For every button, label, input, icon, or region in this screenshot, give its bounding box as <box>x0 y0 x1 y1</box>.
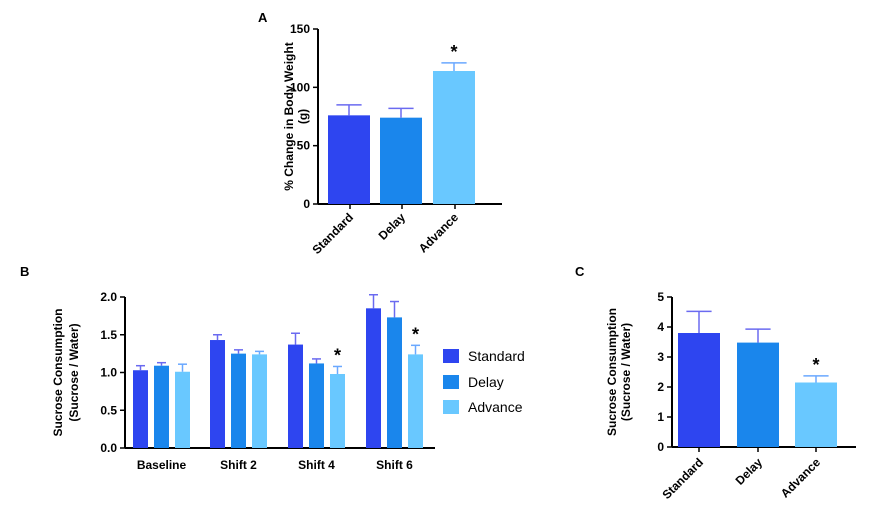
bar <box>433 71 475 204</box>
y-axis-label: (Sucrose / Water) <box>619 323 633 421</box>
bar <box>133 370 148 448</box>
x-category-label: Advance <box>778 455 824 501</box>
bar <box>288 344 303 448</box>
legend-label: Delay <box>468 374 504 390</box>
y-axis-label: Sucrose Consumption <box>605 308 619 436</box>
y-tick-label: 100 <box>290 80 310 94</box>
significance-marker: * <box>450 42 457 62</box>
y-tick-label: 1.5 <box>100 328 117 342</box>
panel-letter-b: B <box>20 264 29 279</box>
y-tick-label: 0.5 <box>100 403 117 417</box>
y-axis-label: Sucrose Consumption <box>51 308 65 436</box>
y-tick-label: 2 <box>657 380 664 394</box>
y-tick-label: 3 <box>657 350 664 364</box>
y-tick-label: 0.0 <box>100 441 117 455</box>
y-tick-label: 5 <box>657 290 664 304</box>
bar <box>231 353 246 448</box>
bar <box>154 365 169 448</box>
bar <box>210 340 225 448</box>
legend-label: Advance <box>468 399 523 415</box>
bar <box>737 342 779 447</box>
x-category-label: Baseline <box>137 458 187 472</box>
bar <box>387 317 402 448</box>
y-tick-label: 0 <box>303 197 310 211</box>
y-tick-label: 50 <box>297 139 311 153</box>
panel-a: A 0 50 100 150 % Change in Body Weight (g) Sta… <box>258 10 502 257</box>
x-category-label: Standard <box>659 455 706 502</box>
y-tick-label: 0 <box>657 440 664 454</box>
y-tick-label: 1 <box>657 410 664 424</box>
x-category-label: Delay <box>376 210 409 243</box>
legend-swatch <box>443 400 459 414</box>
bar <box>408 354 423 448</box>
panel-c: C 0 1 2 3 4 5 Sucrose Consumption (Sucrose / Wa… <box>575 264 856 502</box>
y-tick-label: 4 <box>657 320 664 334</box>
bar <box>678 333 720 447</box>
bar <box>175 371 190 448</box>
legend-swatch <box>443 349 459 363</box>
x-category-label: Shift 2 <box>220 458 257 472</box>
significance-marker: * <box>412 324 419 344</box>
bar <box>795 382 837 447</box>
y-axis-label: (g) <box>296 109 310 124</box>
x-category-label: Shift 6 <box>376 458 413 472</box>
x-category-label: Advance <box>416 210 462 256</box>
x-category-label: Shift 4 <box>298 458 335 472</box>
significance-marker: * <box>334 345 341 365</box>
y-axis-label: % Change in Body Weight <box>282 42 296 190</box>
bar <box>330 374 345 448</box>
bar <box>380 117 422 204</box>
y-tick-label: 2.0 <box>100 290 117 304</box>
bar <box>328 115 370 204</box>
legend-swatch <box>443 375 459 389</box>
y-tick-label: 1.0 <box>100 366 117 380</box>
bar <box>366 308 381 448</box>
significance-marker: * <box>812 355 819 375</box>
legend-label: Standard <box>468 348 525 364</box>
panel-b: B 0.0 0.5 1.0 1.5 2.0 Sucrose Consumption (Suc… <box>20 264 525 472</box>
panel-letter-a: A <box>258 10 268 25</box>
bar <box>309 363 324 448</box>
x-category-label: Delay <box>733 455 766 488</box>
bar <box>252 354 267 448</box>
panel-letter-c: C <box>575 264 585 279</box>
y-axis-label: (Sucrose / Water) <box>67 323 81 421</box>
x-category-label: Standard <box>309 210 356 257</box>
y-tick-label: 150 <box>290 22 310 36</box>
